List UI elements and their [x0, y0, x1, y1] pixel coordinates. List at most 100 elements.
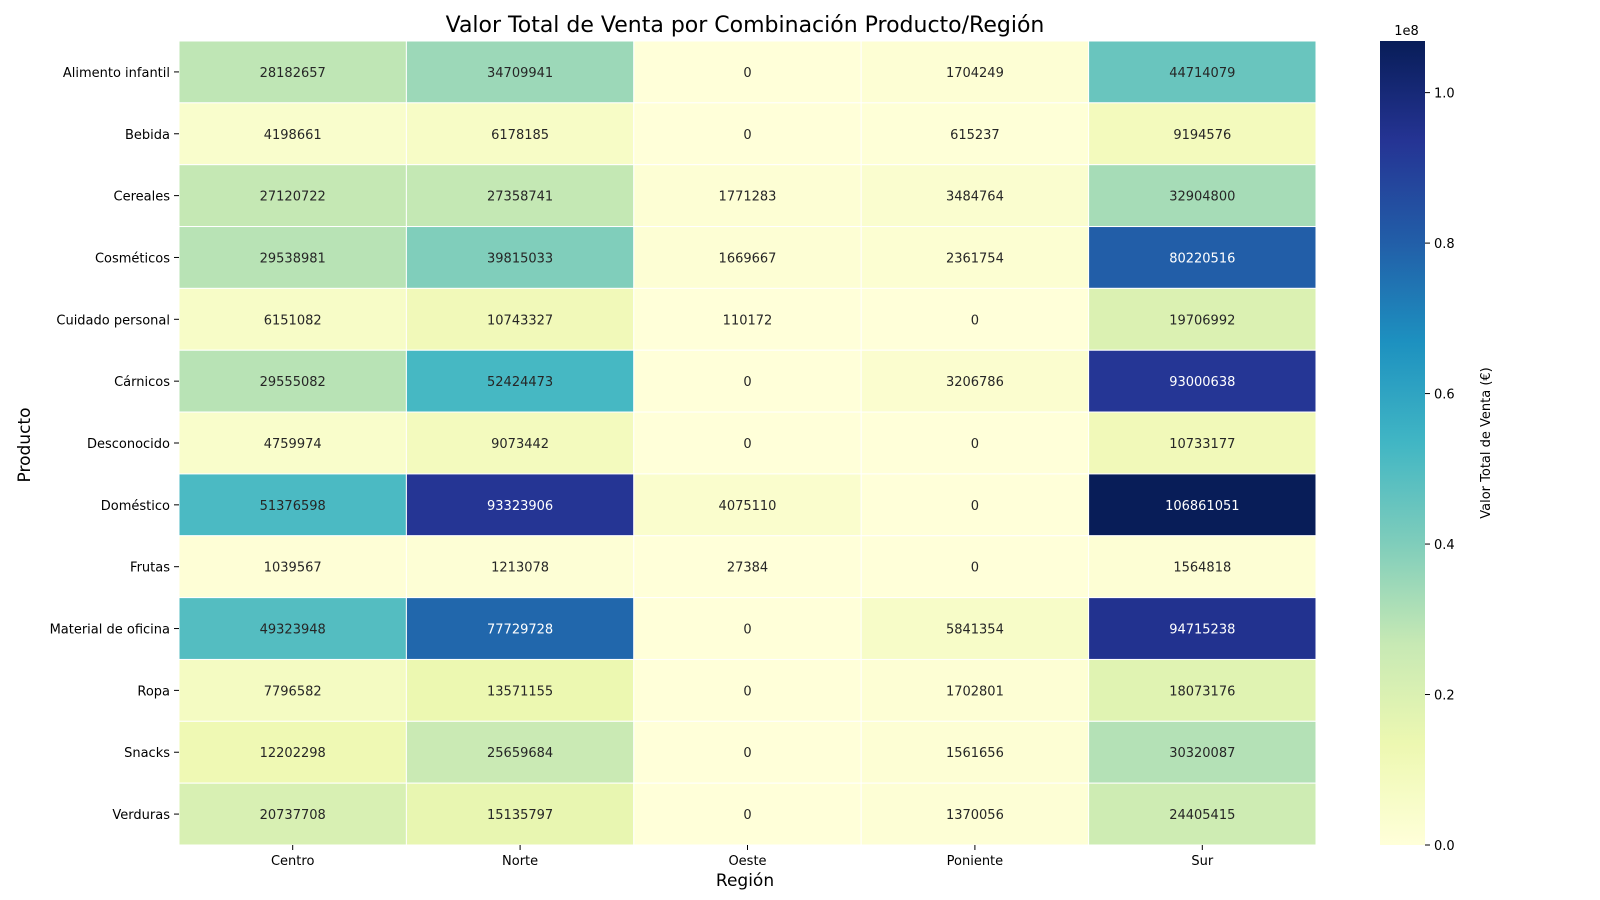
heatmap-cell: [405, 597, 635, 660]
heatmap-cell: [1088, 782, 1317, 846]
cell-value-label: 1039567: [264, 561, 322, 576]
heatmap-cell: [405, 287, 635, 351]
heatmap-cell: [405, 226, 635, 289]
heatmap-cell: [178, 473, 407, 537]
cell-value-label: 29538981: [260, 251, 326, 266]
y-tick-label: Ropa: [137, 684, 170, 699]
y-tick-label: Bebida: [125, 128, 170, 143]
cell-value-label: 15135797: [487, 808, 553, 823]
y-tick-label: Snacks: [124, 746, 170, 761]
cell-value-label: 25659684: [487, 746, 553, 761]
cell-value-label: 0: [971, 561, 979, 576]
heatmap-cell: [860, 473, 1090, 537]
colorbar-offset-text: 1e8: [1394, 24, 1419, 39]
cell-value-label: 19706992: [1169, 313, 1235, 328]
cell-value-label: 10743327: [487, 313, 553, 328]
y-tick-label: Cereales: [114, 190, 171, 205]
y-tick-label: Frutas: [130, 561, 170, 576]
y-tick-label: Doméstico: [101, 499, 170, 514]
heatmap-cell: [178, 782, 407, 846]
cell-value-label: 80220516: [1169, 251, 1235, 266]
cell-value-label: 12202298: [260, 746, 326, 761]
chart-title: Valor Total de Venta por Combinación Pro…: [446, 13, 1045, 38]
cell-value-label: 106861051: [1165, 499, 1239, 514]
cell-value-label: 0: [743, 128, 751, 143]
heatmap-cell: [178, 102, 407, 166]
cell-value-label: 9073442: [491, 437, 549, 452]
cell-value-label: 27384: [727, 561, 768, 576]
y-tick-label: Cuidado personal: [56, 313, 170, 328]
cell-value-label: 18073176: [1169, 684, 1235, 699]
y-axis: Alimento infantil Bebida Cereales Cosmético…: [50, 66, 179, 823]
heatmap-cell: [1088, 473, 1317, 537]
cell-value-label: 615237: [950, 128, 1000, 143]
heatmap-cell: [178, 411, 407, 475]
heatmap-cell: [860, 658, 1090, 722]
colorbar-tick-label: 0.0: [1434, 839, 1455, 854]
heatmap-cell: [405, 349, 635, 413]
heatmap-cell: [405, 535, 635, 599]
heatmap-cell: [1088, 349, 1317, 413]
heatmap-cell: [1088, 164, 1317, 228]
heatmap-cell: [860, 349, 1090, 413]
cell-value-label: 6151082: [264, 313, 322, 328]
cell-value-label: 1564818: [1173, 561, 1231, 576]
cell-value-label: 110172: [723, 313, 773, 328]
cell-value-label: 0: [743, 375, 751, 390]
heatmap-cell: [860, 720, 1090, 784]
cell-value-label: 3484764: [946, 190, 1004, 205]
cell-value-label: 1561656: [946, 746, 1004, 761]
heatmap-cell: [1088, 287, 1317, 351]
cell-value-label: 4198661: [264, 128, 322, 143]
heatmap-cell: [405, 164, 635, 228]
colorbar-ticks: 0.0 0.2 0.4 0.6 0.8 1.0: [1425, 87, 1455, 854]
heatmap-cell: [860, 226, 1090, 289]
heatmap-cell: [860, 40, 1090, 104]
cell-value-label: 52424473: [487, 375, 553, 390]
cell-value-label: 0: [971, 313, 979, 328]
cell-value-label: 29555082: [260, 375, 326, 390]
cell-value-label: 34709941: [487, 66, 553, 81]
heatmap-cell: [633, 226, 862, 289]
colorbar-tick-label: 0.6: [1434, 388, 1455, 403]
cell-value-label: 93000638: [1169, 375, 1235, 390]
cell-value-label: 1704249: [946, 66, 1004, 81]
colorbar-tick-label: 0.2: [1434, 689, 1455, 704]
heatmap-cell: [1088, 597, 1317, 660]
heatmap-cell: [178, 287, 407, 351]
cell-value-label: 0: [971, 499, 979, 514]
cell-value-label: 13571155: [487, 684, 553, 699]
heatmap-cell: [1088, 102, 1317, 166]
y-tick-label: Desconocido: [87, 437, 170, 452]
y-tick-label: Verduras: [112, 808, 170, 823]
cell-value-label: 10733177: [1169, 437, 1235, 452]
heatmap-cell: [178, 720, 407, 784]
x-tick-label: Oeste: [728, 854, 766, 869]
cell-value-label: 2361754: [946, 251, 1004, 266]
cell-value-label: 7796582: [264, 684, 322, 699]
heatmap-cell: [633, 164, 862, 228]
colorbar-label: Valor Total de Venta (€): [1479, 367, 1494, 519]
cell-value-label: 30320087: [1169, 746, 1235, 761]
heatmap-cell: [1088, 658, 1317, 722]
x-tick-label: Sur: [1191, 854, 1213, 869]
colorbar-tick-label: 1.0: [1434, 87, 1455, 102]
cell-value-label: 4075110: [719, 499, 777, 514]
heatmap-cell: [860, 597, 1090, 660]
x-axis: Centro Norte Oeste Poniente Sur: [271, 845, 1214, 869]
cell-value-label: 0: [743, 437, 751, 452]
heatmap-cell: [178, 597, 407, 660]
y-axis-label: Producto: [15, 408, 35, 483]
cell-value-label: 1702801: [946, 684, 1004, 699]
heatmap-cell: [633, 658, 862, 722]
cell-value-label: 0: [743, 808, 751, 823]
cell-value-label: 27120722: [260, 190, 326, 205]
x-tick-label: Centro: [271, 854, 314, 869]
cell-value-label: 0: [743, 623, 751, 638]
heatmap-cell: [633, 40, 862, 104]
cell-value-label: 51376598: [260, 499, 326, 514]
heatmap-cell: [633, 473, 862, 537]
heatmap-cell: [633, 287, 862, 351]
cell-value-label: 1213078: [491, 561, 549, 576]
